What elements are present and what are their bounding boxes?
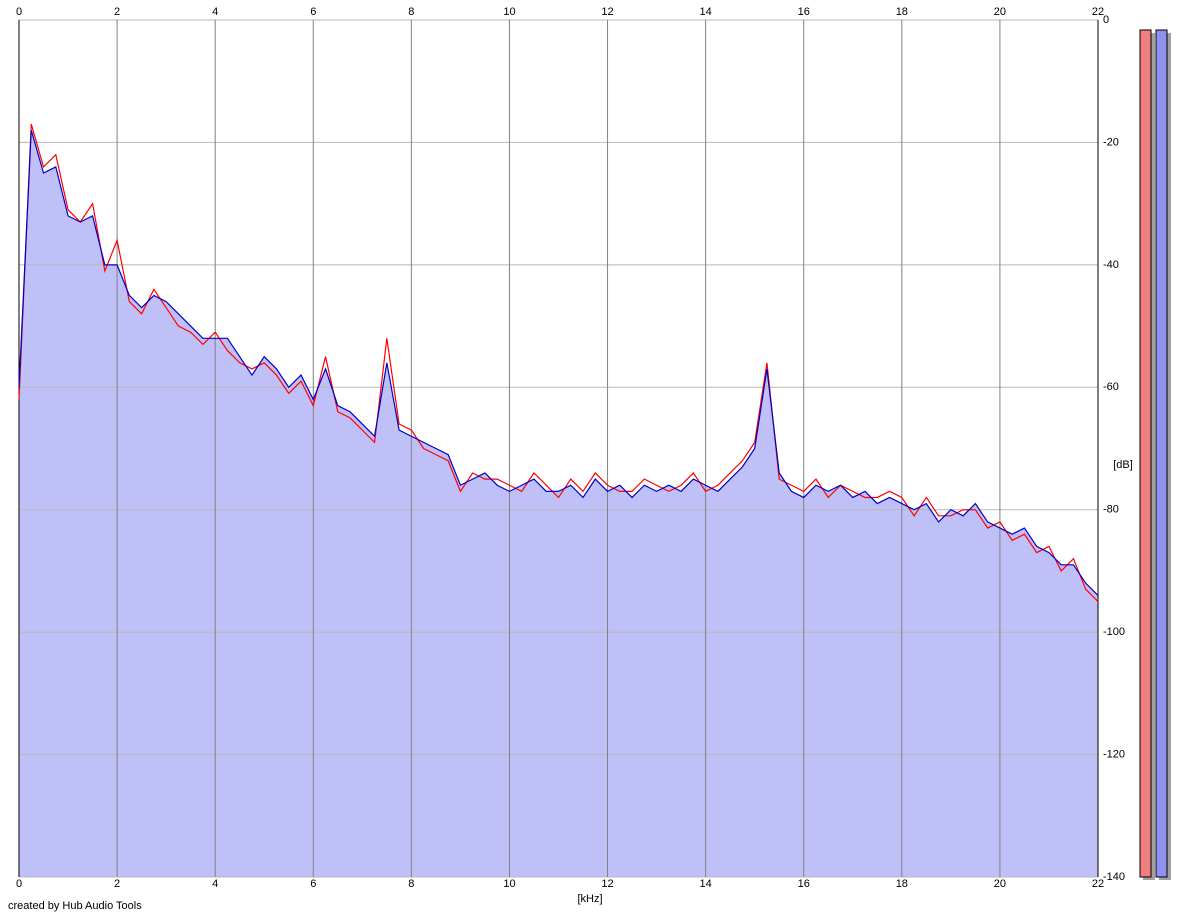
area-fill bbox=[19, 130, 1098, 877]
x-tick-label: 20 bbox=[994, 878, 1006, 890]
x-tick-label: 16 bbox=[798, 878, 810, 890]
y-axis-label: [dB] bbox=[1113, 459, 1133, 471]
x-tick-label: 4 bbox=[212, 878, 218, 890]
x-tick-label: 0 bbox=[16, 878, 22, 890]
level-bar-left bbox=[1139, 29, 1152, 878]
credit: created by Hub Audio Tools bbox=[8, 900, 142, 912]
y-tick-label: -120 bbox=[1103, 748, 1125, 760]
x-tick-label: 16 bbox=[798, 6, 810, 18]
y-tick-label: -20 bbox=[1103, 136, 1119, 148]
x-tick-label: 12 bbox=[601, 6, 613, 18]
x-tick-label: 10 bbox=[503, 878, 515, 890]
x-tick-label: 12 bbox=[601, 878, 613, 890]
x-tick-label: 6 bbox=[310, 6, 316, 18]
y-tick-label: -140 bbox=[1103, 871, 1125, 883]
x-axis-label: [kHz] bbox=[577, 893, 602, 905]
y-tick-label: -100 bbox=[1103, 626, 1125, 638]
x-tick-label: 18 bbox=[896, 878, 908, 890]
x-tick-label: 14 bbox=[700, 878, 712, 890]
x-tick-label: 14 bbox=[700, 6, 712, 18]
x-tick-label: 22 bbox=[1092, 878, 1104, 890]
x-tick-label: 4 bbox=[212, 6, 218, 18]
x-tick-label: 20 bbox=[994, 6, 1006, 18]
spectrum-line bbox=[18, 130, 1099, 596]
spectrum-line bbox=[18, 123, 1099, 602]
y-tick-label: -80 bbox=[1103, 504, 1119, 516]
x-tick-label: 2 bbox=[114, 878, 120, 890]
level-bar-right bbox=[1155, 29, 1168, 878]
x-tick-label: 8 bbox=[408, 6, 414, 18]
y-tick-label: -60 bbox=[1103, 381, 1119, 393]
x-tick-label: 18 bbox=[896, 6, 908, 18]
y-tick-label: 0 bbox=[1103, 14, 1109, 26]
x-tick-label: 8 bbox=[408, 878, 414, 890]
x-tick-label: 2 bbox=[114, 6, 120, 18]
x-tick-label: 10 bbox=[503, 6, 515, 18]
x-tick-label: 6 bbox=[310, 878, 316, 890]
y-tick-label: -40 bbox=[1103, 259, 1119, 271]
x-tick-label: 22 bbox=[1092, 6, 1104, 18]
x-tick-label: 0 bbox=[16, 6, 22, 18]
